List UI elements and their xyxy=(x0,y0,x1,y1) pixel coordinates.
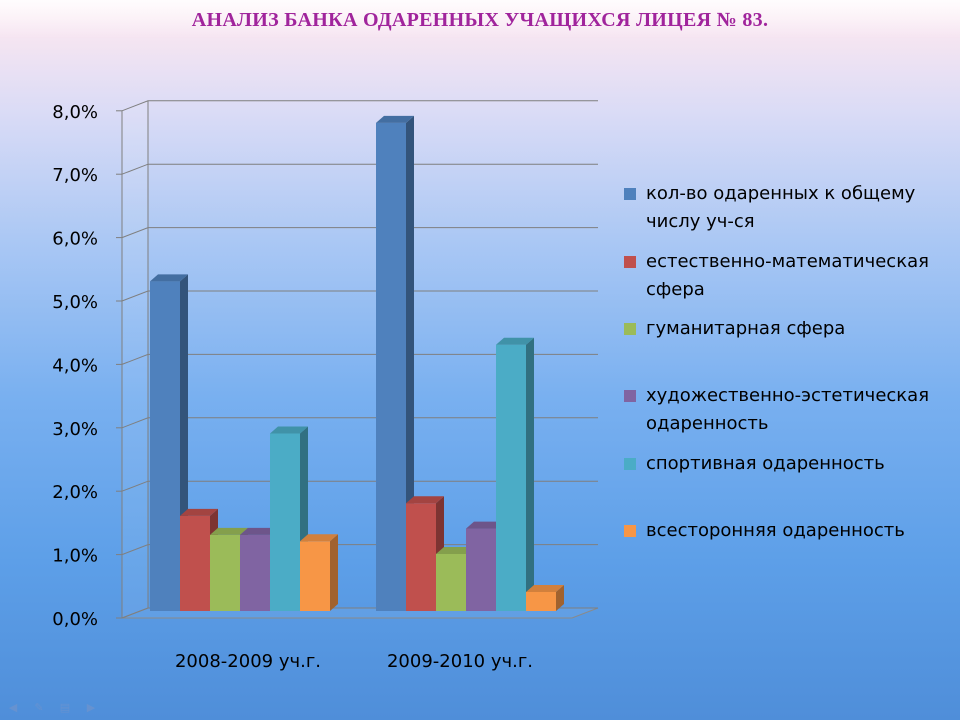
legend-label: гуманитарная сфера xyxy=(646,318,846,339)
y-tick-label: 5,0% xyxy=(52,292,98,313)
bar xyxy=(526,584,564,611)
y-tick-label: 4,0% xyxy=(52,355,98,376)
forward-icon[interactable]: ▶ xyxy=(86,701,96,714)
y-tick-label: 1,0% xyxy=(52,546,98,567)
bar xyxy=(406,496,444,611)
legend-swatch xyxy=(624,188,636,200)
bar xyxy=(300,534,338,611)
y-tick-label: 2,0% xyxy=(52,482,98,503)
bar xyxy=(270,426,308,611)
x-axis: 2008-2009 уч.г. 2009-2010 уч.г. xyxy=(175,651,533,672)
x-category-label: 2008-2009 уч.г. xyxy=(175,651,321,672)
x-category-label: 2009-2010 уч.г. xyxy=(387,651,533,672)
y-axis: 0,0% 1,0% 2,0% 3,0% 4,0% 5,0% 6,0% 7,0% 8,0% xyxy=(52,102,122,630)
chart-gridlines xyxy=(121,100,598,619)
bar xyxy=(496,337,534,611)
legend-label: спортивная одаренность xyxy=(646,453,885,474)
legend-swatch xyxy=(624,525,636,537)
legend-label: всесторонняя одаренность xyxy=(646,520,905,541)
legend-label: естественно-математическая сфера xyxy=(646,251,929,300)
title-band xyxy=(0,0,960,38)
chart-bars xyxy=(150,115,564,611)
legend-label: кол-во одаренных к общему числу уч-ся xyxy=(646,183,916,232)
legend-swatch xyxy=(624,323,636,335)
y-tick-label: 8,0% xyxy=(52,102,98,123)
legend-label: художественно-эстетическая одаренность xyxy=(646,385,930,434)
y-tick-label: 0,0% xyxy=(52,609,98,630)
bar xyxy=(376,115,414,611)
menu-icon[interactable]: ▤ xyxy=(59,701,71,714)
bar xyxy=(466,521,504,611)
back-icon[interactable]: ◀ xyxy=(8,701,18,714)
y-tick-label: 6,0% xyxy=(52,229,98,250)
y-tick-label: 7,0% xyxy=(52,165,98,186)
pen-icon[interactable]: ✎ xyxy=(34,701,44,714)
y-tick-label: 3,0% xyxy=(52,419,98,440)
legend-swatch xyxy=(624,390,636,402)
slide-title: АНАЛИЗ БАНКА ОДАРЕННЫХ УЧАЩИХСЯ ЛИЦЕЯ № … xyxy=(191,9,769,31)
legend-swatch xyxy=(624,458,636,470)
legend-swatch xyxy=(624,256,636,268)
